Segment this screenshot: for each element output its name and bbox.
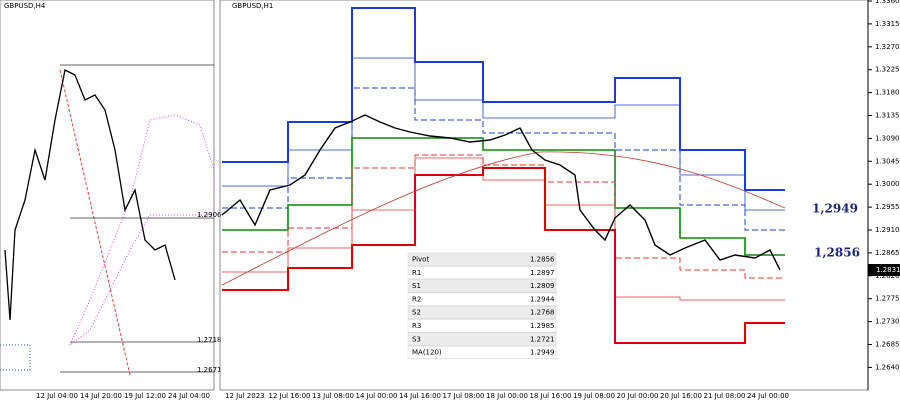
price-axis-label: 1.3360: [875, 0, 900, 5]
table-row: [407, 252, 557, 266]
time-label: 14 Jul 20:00: [80, 392, 122, 400]
table-row: [407, 319, 557, 333]
current-price-box: [868, 264, 900, 276]
row-label: R3: [412, 322, 421, 330]
ichimoku-cloud: [68, 114, 215, 347]
price-axis-label: 1.3135: [875, 112, 900, 120]
price-axis-label: 1.2865: [875, 249, 900, 257]
row-value: 1.2897: [530, 269, 555, 277]
row-label: S2: [412, 309, 421, 317]
price-axis-label: 1.2820: [875, 272, 900, 280]
time-label: 12 Jul 2023: [225, 392, 265, 400]
table-row: [407, 332, 557, 346]
price-axis-label: 1.3180: [875, 89, 900, 97]
price-label: 1.2671: [197, 366, 222, 374]
row-label: S1: [412, 282, 421, 290]
time-label: 12 Jul 04:00: [36, 392, 78, 400]
time-label: 14 Jul 16:00: [399, 392, 441, 400]
time-label: 20 Jul 16:00: [660, 392, 702, 400]
time-label: 24 Jul 04:00: [168, 392, 210, 400]
current-price: 1.2831: [876, 266, 900, 274]
time-label: 19 Jul 08:00: [573, 392, 615, 400]
panel-title: GBPUSD,H1: [232, 2, 273, 10]
s1-level: [222, 154, 785, 279]
price-axis-label: 1.2640: [875, 363, 900, 371]
time-label: 19 Jul 12:00: [124, 392, 166, 400]
row-value: 1.2809: [530, 282, 555, 290]
price-axis-label: 1.2730: [875, 318, 900, 326]
price-axis-label: 1.2685: [875, 341, 900, 349]
row-label: R1: [412, 269, 421, 277]
left-panel: GBPUSD,H4 1.2906 1.2718 1.2671 12 Jul 04…: [0, 0, 222, 400]
price-axis-label: 1.2955: [875, 203, 900, 211]
row-value: 1.2944: [530, 295, 555, 303]
time-label: 24 Jul 00:00: [747, 392, 789, 400]
table-row: [407, 266, 557, 280]
time-label: 20 Jul 00:00: [617, 392, 659, 400]
row-value: 1.2949: [530, 349, 555, 357]
price-candles: [4, 69, 176, 321]
row-label: S3: [412, 335, 421, 343]
price-axis-label: 1.3090: [875, 134, 900, 142]
price-label: 1.2906: [197, 211, 222, 219]
price-axis-label: 1.3270: [875, 43, 900, 51]
panel-title: GBPUSD,H4: [4, 2, 46, 10]
right-panel: 1.2831 GBPUSD,H1 1,2949 1,2856 1.3360 1.3…: [219, 0, 900, 400]
cloud-blue: [0, 344, 31, 371]
table-row: [407, 279, 557, 293]
price-candles: [221, 114, 781, 271]
price-axis-label: 1.3315: [875, 20, 900, 28]
s3-level: [222, 167, 785, 344]
time-label: 14 Jul 00:00: [356, 392, 398, 400]
row-value: 1.2768: [530, 309, 555, 317]
row-value: 1.2721: [530, 335, 555, 343]
row-value: 1.2985: [530, 322, 555, 330]
price-axis-label: 1.3225: [875, 66, 900, 74]
row-label: Pivot: [412, 256, 429, 264]
trend-line: [59, 69, 131, 376]
row-label: MA(120): [412, 349, 442, 357]
time-label: 13 Jul 08:00: [312, 392, 354, 400]
annotation: 1,2856: [814, 246, 860, 260]
pivot-table: Pivot 1.2856 R1 1.2897 S1 1.2809 R2 1.2944 S2 1.2…: [407, 252, 557, 359]
row-value: 1.2856: [530, 256, 555, 264]
time-label: 18 Jul 00:00: [486, 392, 528, 400]
price-label: 1.2718: [197, 336, 222, 344]
time-label: 17 Jul 08:00: [443, 392, 485, 400]
price-axis-label: 1.3045: [875, 157, 900, 165]
table-row: [407, 305, 557, 320]
price-axis-label: 1.2775: [875, 295, 900, 303]
table-row: [407, 345, 557, 359]
time-label: 21 Jul 08:00: [704, 392, 746, 400]
annotation: 1,2949: [812, 202, 858, 216]
s2-level: [222, 157, 785, 301]
price-axis-label: 1.3000: [875, 180, 900, 188]
time-label: 18 Jul 16:00: [530, 392, 572, 400]
r1-level: [222, 87, 785, 231]
r3-level: [222, 7, 785, 191]
pivot-level: [222, 137, 785, 256]
ma-120: [221, 151, 786, 286]
time-label: 12 Jul 16:00: [269, 392, 311, 400]
price-axis-label: 1.2910: [875, 226, 900, 234]
row-label: R2: [412, 295, 421, 303]
table-row: [407, 292, 557, 306]
